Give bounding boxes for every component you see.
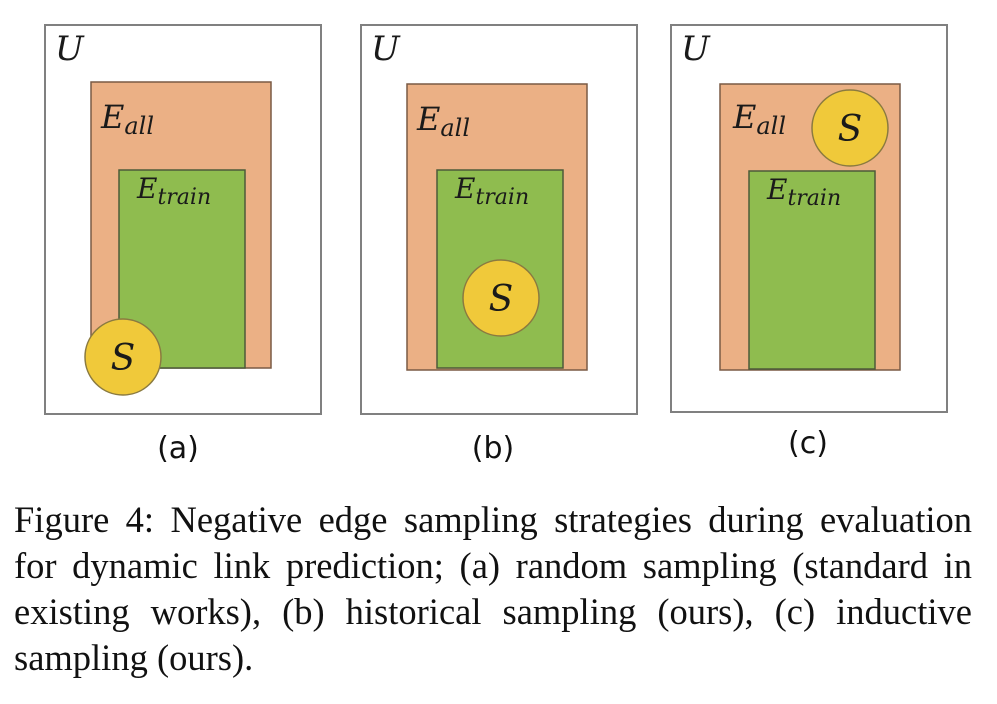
caption-text: Negative edge sampling strategies during… (14, 499, 973, 678)
figure-caption: Figure 4: Negative edge sampling strateg… (14, 497, 972, 681)
panel-label: (c) (788, 426, 828, 461)
sample-set-circle (84, 318, 162, 396)
figure-label: Figure 4: (14, 499, 155, 540)
e-train-symbol: Etrain (454, 172, 529, 210)
universe-symbol: U (681, 29, 711, 69)
panel-c: U Eall Etrain S (c) (670, 24, 948, 461)
panel-a: U Eall Etrain S (a) (44, 24, 322, 466)
universe-symbol: U (371, 29, 401, 69)
e-train-box (118, 169, 246, 369)
panel-label: (a) (157, 431, 199, 466)
e-train-symbol: Etrain (136, 172, 211, 210)
sample-symbol: S (489, 279, 514, 320)
universe-symbol: U (55, 29, 85, 69)
e-train-box (748, 170, 876, 370)
sample-symbol: S (111, 338, 136, 379)
e-train-symbol: Etrain (766, 173, 841, 211)
e-all-symbol: Eall (416, 100, 470, 142)
sample-symbol: S (838, 109, 863, 150)
panel-b: U Eall Etrain S (b) (360, 24, 638, 466)
panel-label: (b) (472, 431, 514, 466)
e-all-symbol: Eall (100, 98, 154, 140)
sample-set-circle (811, 89, 889, 167)
e-all-symbol: Eall (732, 98, 786, 140)
sample-set-circle (462, 259, 540, 337)
